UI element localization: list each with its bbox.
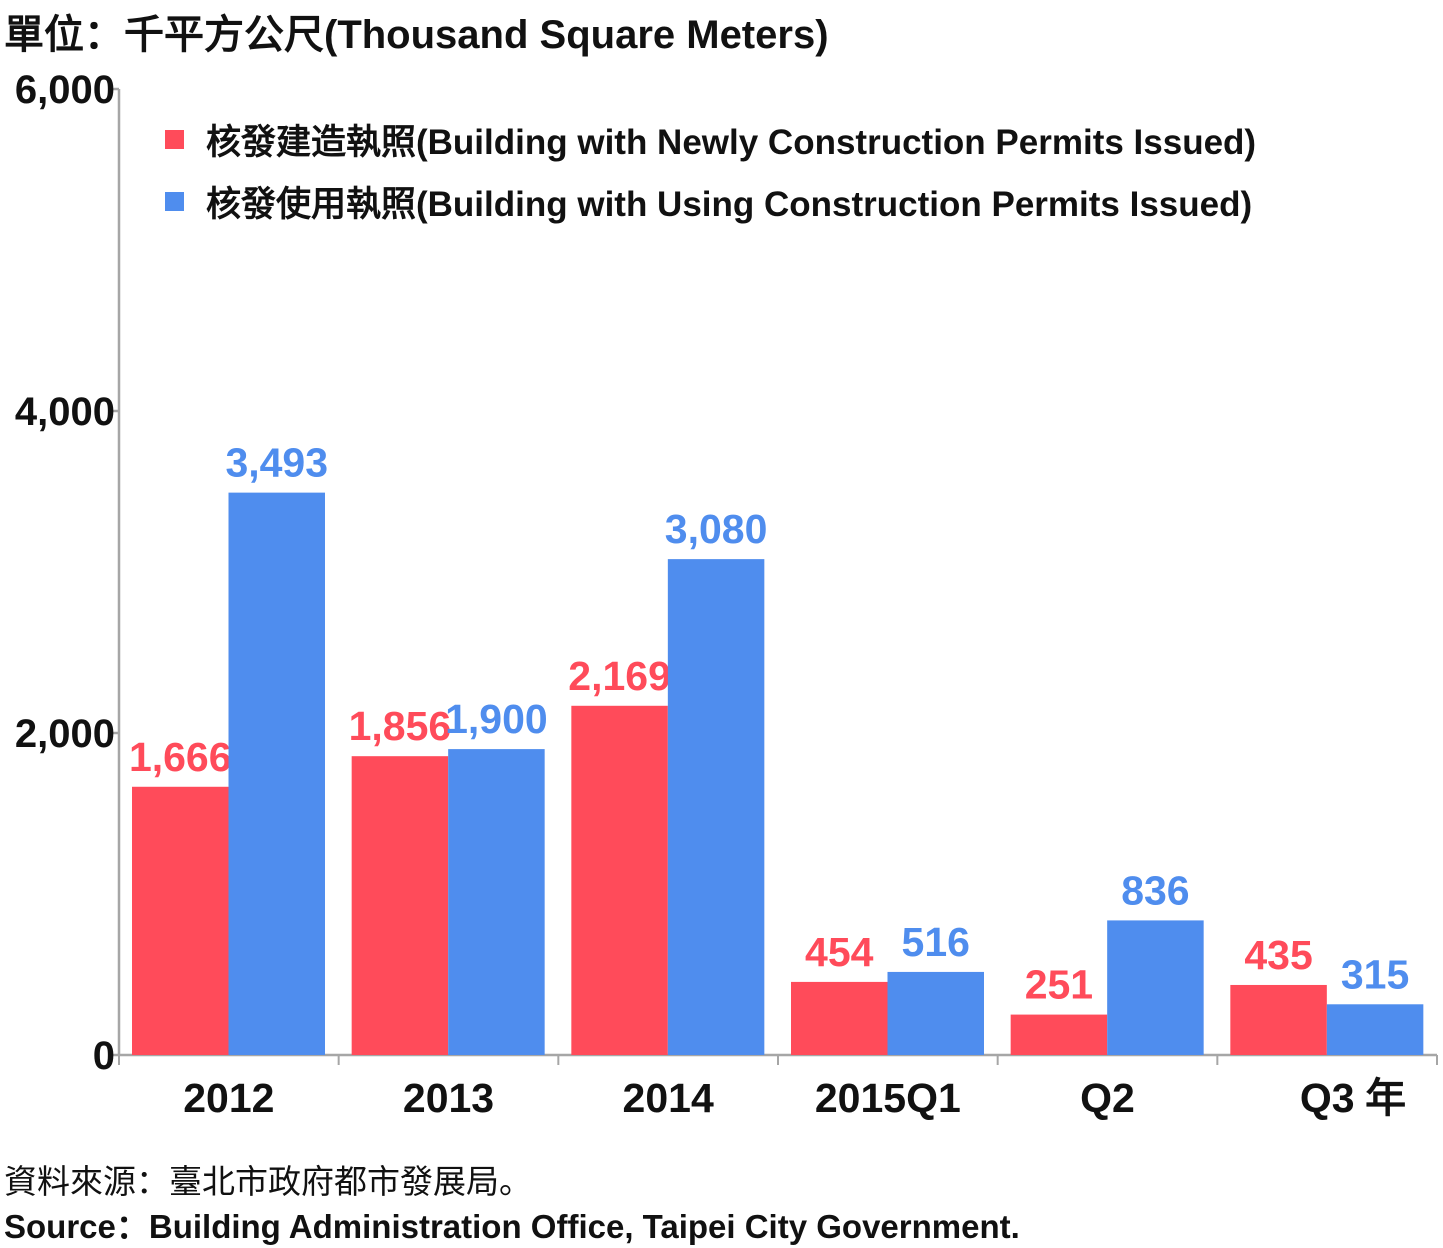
data-label-using: 315 [1341,951,1409,997]
x-axis-year-suffix: 年 [1365,1075,1406,1121]
legend-swatch-newly [165,130,184,149]
bar-using-q3 [1326,1004,1424,1055]
x-tick-label: 2014 [623,1075,714,1121]
bar-using-q2 [1107,920,1204,1055]
data-label-using: 1,900 [445,696,548,742]
x-tick-label: Q2 [1080,1075,1135,1121]
x-tick-label: 2012 [183,1075,274,1121]
legend-label-newly: 核發建造執照(Building with Newly Construction … [206,123,1257,162]
y-tick-label: 6,000 [15,68,115,112]
bar-newly-2015q1 [791,981,888,1055]
bar-newly-2014 [571,705,668,1055]
source-en: Source：Building Administration Office, T… [4,1208,1020,1245]
unit-label: 單位：千平方公尺(Thousand Square Meters) [4,13,829,57]
bar-newly-q2 [1010,1014,1108,1055]
x-tick-label: 2015Q1 [815,1075,961,1121]
data-label-newly: 1,856 [349,703,452,749]
x-tick-label: Q3 [1300,1075,1355,1121]
data-label-newly: 1,666 [129,734,232,780]
data-label-using: 3,493 [225,440,328,486]
bar-using-2015q1 [887,971,984,1055]
bar-newly-q3 [1230,984,1327,1055]
y-tick-label: 4,000 [15,390,115,434]
data-label-newly: 2,169 [568,653,671,699]
bar-using-2013 [448,749,545,1055]
data-label-newly: 454 [805,929,874,975]
bar-using-2014 [667,559,765,1055]
data-label-using: 836 [1121,867,1189,913]
source-zh: 資料來源：臺北市政府都市發展局。 [4,1163,532,1200]
legend-item-using: 核發使用執照(Building with Using Construction … [165,176,1252,227]
legend-item-newly: 核發建造執照(Building with Newly Construction … [165,114,1256,165]
y-tick-label: 0 [93,1034,115,1078]
bar-using-2012 [228,492,325,1055]
bar-newly-2012 [132,786,229,1055]
x-tick-label: 2013 [403,1075,494,1121]
y-tick-label: 2,000 [15,712,115,756]
data-label-newly: 251 [1025,962,1093,1008]
bar-newly-2013 [351,756,449,1055]
data-label-using: 3,080 [665,506,768,552]
data-label-using: 516 [902,919,970,965]
data-label-newly: 435 [1244,932,1312,978]
legend-swatch-using [165,192,184,211]
legend-label-using: 核發使用執照(Building with Using Construction … [206,185,1253,224]
